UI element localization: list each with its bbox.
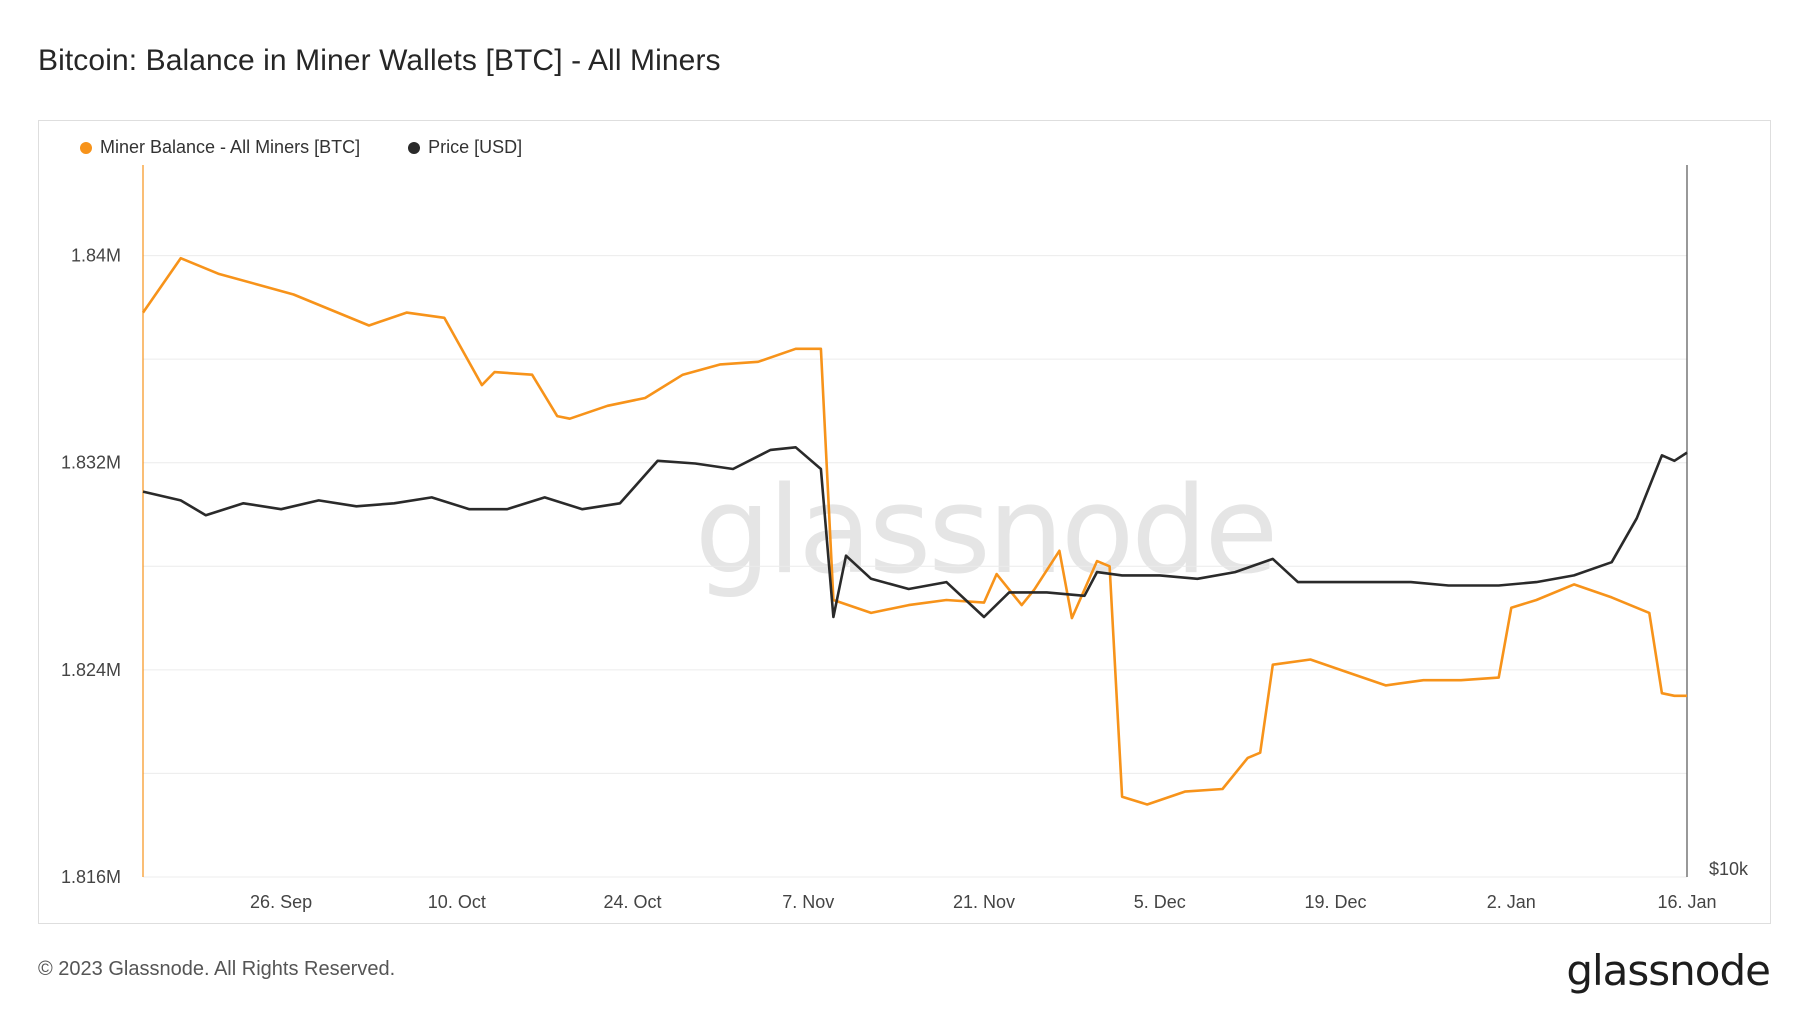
- x-tick-label: 5. Dec: [1134, 892, 1186, 912]
- copyright: © 2023 Glassnode. All Rights Reserved.: [38, 958, 396, 980]
- x-tick-label: 7. Nov: [782, 892, 834, 912]
- legend-label-price: Price [USD]: [428, 137, 523, 157]
- x-tick-label: 24. Oct: [604, 892, 662, 912]
- x-tick-label: 21. Nov: [953, 892, 1015, 912]
- series-lines: [141, 256, 1688, 806]
- price-line: [142, 445, 1688, 619]
- legend: Miner Balance - All Miners [BTC] Price […: [80, 137, 522, 158]
- glassnode-logo: glassnode: [1566, 946, 1771, 995]
- x-tick-label: 19. Dec: [1304, 892, 1366, 912]
- legend-item-price[interactable]: Price [USD]: [408, 137, 522, 158]
- legend-dot-price: [408, 141, 421, 154]
- legend-dot-miner-balance: [80, 141, 92, 154]
- y-tick-label: 1.84M: [71, 246, 121, 266]
- chart-title: Bitcoin: Balance in Miner Wallets [BTC] …: [38, 44, 721, 77]
- x-tick-label: 16. Jan: [1657, 892, 1716, 912]
- watermark: glassnode: [695, 462, 1276, 601]
- x-tick-label: 10. Oct: [428, 892, 486, 912]
- y-tick-label: 1.832M: [61, 453, 121, 473]
- y-tick-label: 1.816M: [61, 867, 121, 887]
- chart-panel: [38, 120, 1771, 924]
- legend-item-miner-balance[interactable]: Miner Balance - All Miners [BTC]: [80, 137, 360, 158]
- y-axis-left: 1.84M 1.832M 1.824M 1.816M: [61, 246, 121, 887]
- grid-lines: [143, 255, 1687, 878]
- y-right-tick-label: $10k: [1709, 859, 1749, 879]
- y-axis-right: $10k: [1709, 859, 1749, 879]
- x-tick-label: 2. Jan: [1487, 892, 1536, 912]
- y-tick-label: 1.824M: [61, 660, 121, 680]
- x-tick-label: 26. Sep: [250, 892, 312, 912]
- x-axis: 26. Sep 10. Oct 24. Oct 7. Nov 21. Nov 5. Dec…: [250, 892, 1716, 912]
- legend-label-miner-balance: Miner Balance - All Miners [BTC]: [100, 137, 361, 157]
- miner-balance-line: [141, 256, 1687, 806]
